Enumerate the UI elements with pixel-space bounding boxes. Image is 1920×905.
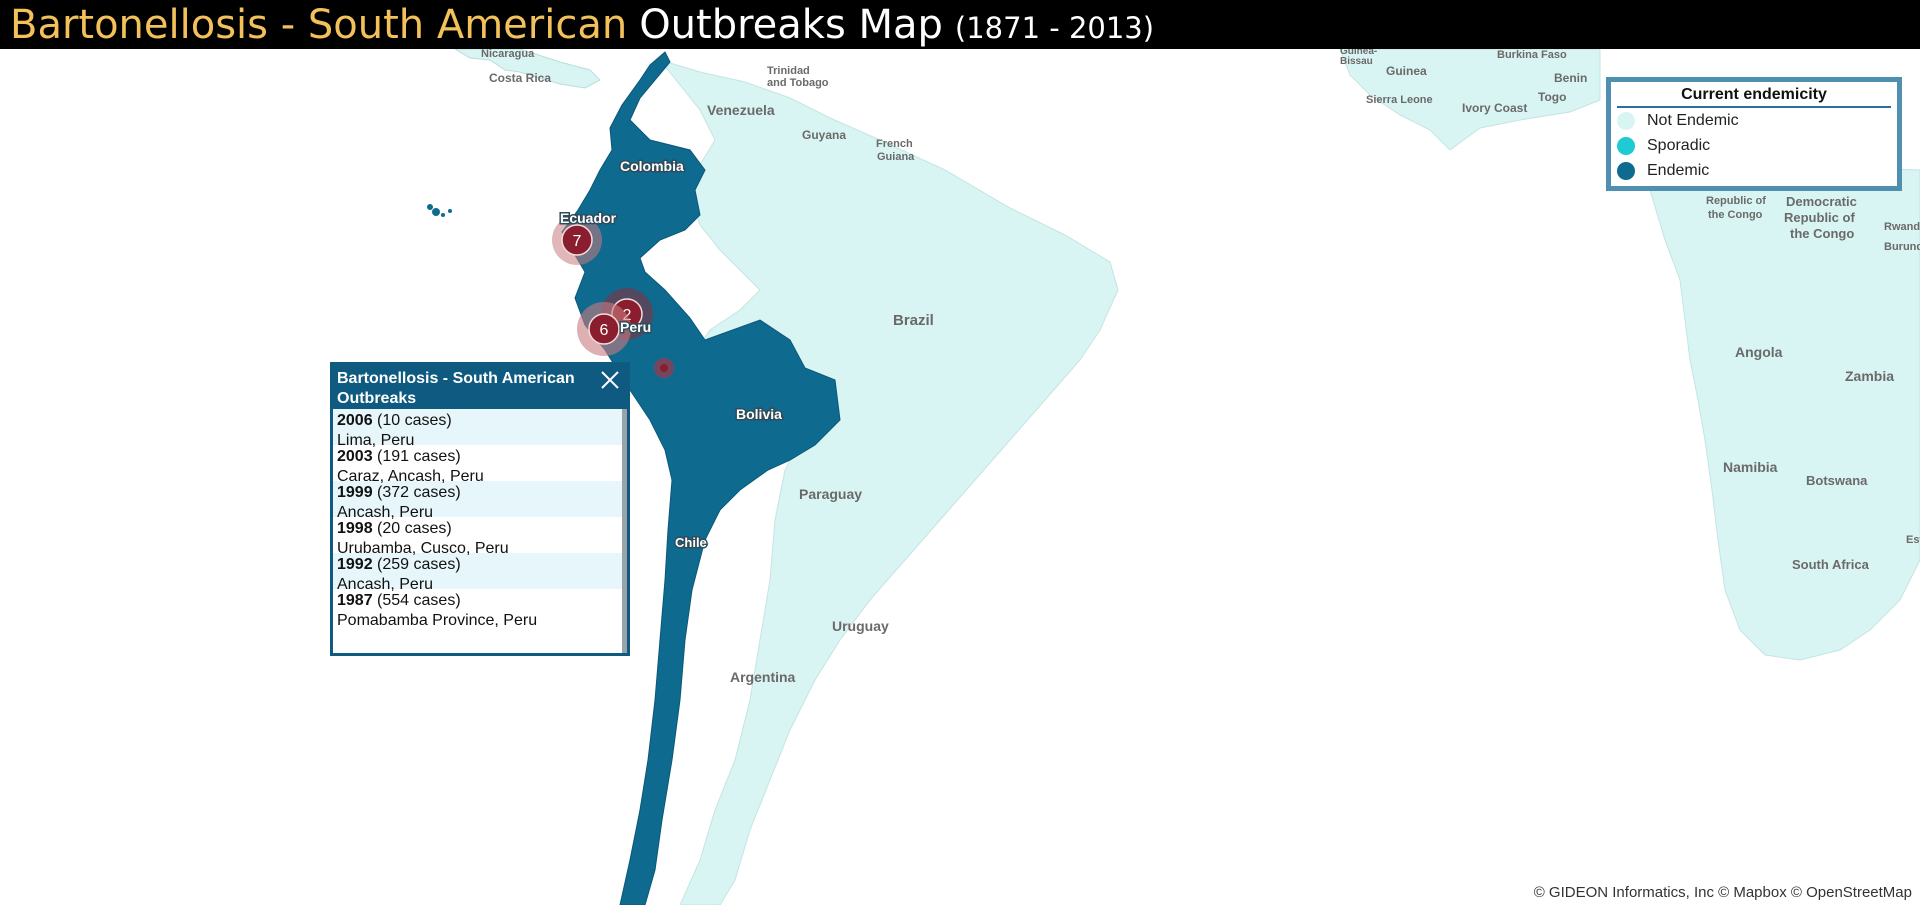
svg-text:Burkina Faso: Burkina Faso [1497, 49, 1567, 61]
svg-text:Ivory Coast: Ivory Coast [1462, 101, 1527, 115]
outbreak-location: Urubamba, Cusco, Peru [337, 540, 509, 557]
list-item: 1998 (20 cases) Urubamba, Cusco, Peru [333, 517, 622, 557]
outbreak-point-peru-south[interactable] [654, 358, 674, 378]
svg-text:Colombia: Colombia [620, 158, 684, 174]
list-item: 2003 (191 cases) Caraz, Ancash, Peru [333, 445, 622, 485]
svg-text:Angola: Angola [1735, 344, 1783, 360]
outbreak-location: Ancash, Peru [337, 504, 434, 521]
outbreak-year: 1999 [337, 484, 373, 501]
svg-text:Uruguay: Uruguay [832, 618, 889, 634]
svg-text:Venezuela: Venezuela [707, 102, 775, 118]
outbreak-cases: (191 cases) [377, 448, 461, 465]
svg-text:Esw: Esw [1906, 534, 1920, 546]
svg-text:Guinea: Guinea [1386, 64, 1427, 78]
title-bar: Bartonellosis - South American Outbreaks… [0, 0, 1920, 49]
legend-label: Not Endemic [1647, 111, 1739, 129]
svg-text:French: French [876, 138, 913, 150]
outbreak-cases: (259 cases) [377, 556, 461, 573]
svg-text:Guinea-: Guinea- [1340, 46, 1377, 57]
svg-text:Bolivia: Bolivia [736, 406, 782, 422]
svg-text:Trinidad: Trinidad [767, 65, 810, 77]
legend-item-endemic: Endemic [1611, 158, 1897, 183]
svg-text:Chile: Chile [675, 535, 707, 550]
legend-swatch-endemic [1617, 161, 1635, 180]
land-south-america-not-endemic [658, 59, 1119, 905]
svg-text:the Congo: the Congo [1708, 209, 1763, 221]
outbreak-location: Lima, Peru [337, 432, 415, 449]
svg-text:Democratic: Democratic [1786, 194, 1857, 209]
legend-item-not-endemic: Not Endemic [1611, 108, 1897, 133]
outbreak-cases: (554 cases) [377, 592, 461, 609]
popup-outbreak-list[interactable]: 2006 (10 cases) Lima, Peru 2003 (191 cas… [333, 409, 627, 653]
title-years: (1871 - 2013) [954, 10, 1155, 45]
outbreak-year: 1987 [337, 592, 373, 609]
galapagos-islands [427, 204, 452, 217]
svg-text:Guiana: Guiana [877, 151, 915, 163]
svg-text:Paraguay: Paraguay [799, 486, 862, 502]
list-item: 1987 (554 cases) Pomabamba Province, Per… [333, 589, 622, 629]
svg-text:Nicaragua: Nicaragua [481, 48, 535, 60]
close-icon[interactable] [599, 369, 621, 391]
popup-header: Bartonellosis - South American Outbreaks [333, 365, 627, 409]
outbreak-location: Ancash, Peru [337, 576, 434, 593]
land-africa-not-endemic [1339, 48, 1601, 151]
legend-label: Endemic [1647, 161, 1710, 179]
land-central-america [453, 48, 601, 89]
title-map: Outbreaks Map [639, 1, 943, 48]
outbreak-location: Caraz, Ancash, Peru [337, 468, 484, 485]
svg-text:Zambia: Zambia [1845, 368, 1894, 384]
svg-text:Brazil: Brazil [893, 312, 934, 329]
svg-text:and Tobago: and Tobago [767, 77, 829, 89]
legend-title: Current endemicity [1617, 86, 1891, 108]
outbreak-cases: (372 cases) [377, 484, 461, 501]
cluster-count-7: 7 [573, 233, 582, 250]
outbreak-year: 2003 [337, 448, 373, 465]
map-attribution: © GIDEON Informatics, Inc © Mapbox © Ope… [1531, 884, 1914, 901]
cluster-count-6: 6 [600, 322, 609, 339]
popup-title: Bartonellosis - South American Outbreaks [337, 370, 575, 407]
svg-text:Ecuador: Ecuador [560, 210, 617, 226]
outbreak-cases: (10 cases) [377, 412, 452, 429]
outbreak-year: 2006 [337, 412, 373, 429]
svg-text:Benin: Benin [1554, 71, 1587, 85]
svg-text:Namibia: Namibia [1723, 459, 1778, 475]
svg-text:Costa Rica: Costa Rica [489, 71, 551, 85]
svg-text:Sierra Leone: Sierra Leone [1366, 94, 1433, 106]
svg-text:Togo: Togo [1538, 90, 1566, 104]
outbreak-location: Pomabamba Province, Peru [337, 612, 538, 629]
legend-swatch-sporadic [1617, 136, 1635, 155]
title-disease: Bartonellosis - South American [10, 1, 628, 48]
svg-text:the Congo: the Congo [1790, 226, 1854, 241]
legend-swatch-not-endemic [1617, 111, 1635, 130]
map-labels: Nicaragua Costa Rica Trinidad and Tobago… [481, 46, 1920, 685]
svg-text:Republic of: Republic of [1706, 195, 1766, 207]
outbreak-year: 1998 [337, 520, 373, 537]
svg-text:Argentina: Argentina [730, 669, 796, 685]
svg-text:Guyana: Guyana [802, 128, 846, 142]
outbreak-cases: (20 cases) [377, 520, 452, 537]
outbreak-cluster-peru-central[interactable]: 6 [577, 302, 631, 356]
svg-text:South Africa: South Africa [1792, 557, 1870, 572]
endemicity-legend: Current endemicity Not Endemic Sporadic … [1606, 77, 1902, 191]
svg-text:Peru: Peru [620, 319, 651, 335]
list-item: 1999 (372 cases) Ancash, Peru [333, 481, 622, 521]
svg-text:Burundi: Burundi [1884, 241, 1920, 253]
outbreak-year: 1992 [337, 556, 373, 573]
list-item: 1992 (259 cases) Ancash, Peru [333, 553, 622, 593]
legend-label: Sporadic [1647, 136, 1711, 154]
outbreak-cluster-ecuador[interactable]: 7 [552, 215, 602, 265]
list-item: 2006 (10 cases) Lima, Peru [333, 409, 622, 449]
legend-item-sporadic: Sporadic [1611, 133, 1897, 158]
outbreak-popup[interactable]: Bartonellosis - South American Outbreaks… [330, 362, 630, 656]
svg-text:Bissau: Bissau [1340, 56, 1373, 67]
svg-text:Republic of: Republic of [1784, 210, 1855, 225]
svg-text:Rwanda: Rwanda [1884, 221, 1920, 233]
svg-text:Botswana: Botswana [1806, 473, 1868, 488]
